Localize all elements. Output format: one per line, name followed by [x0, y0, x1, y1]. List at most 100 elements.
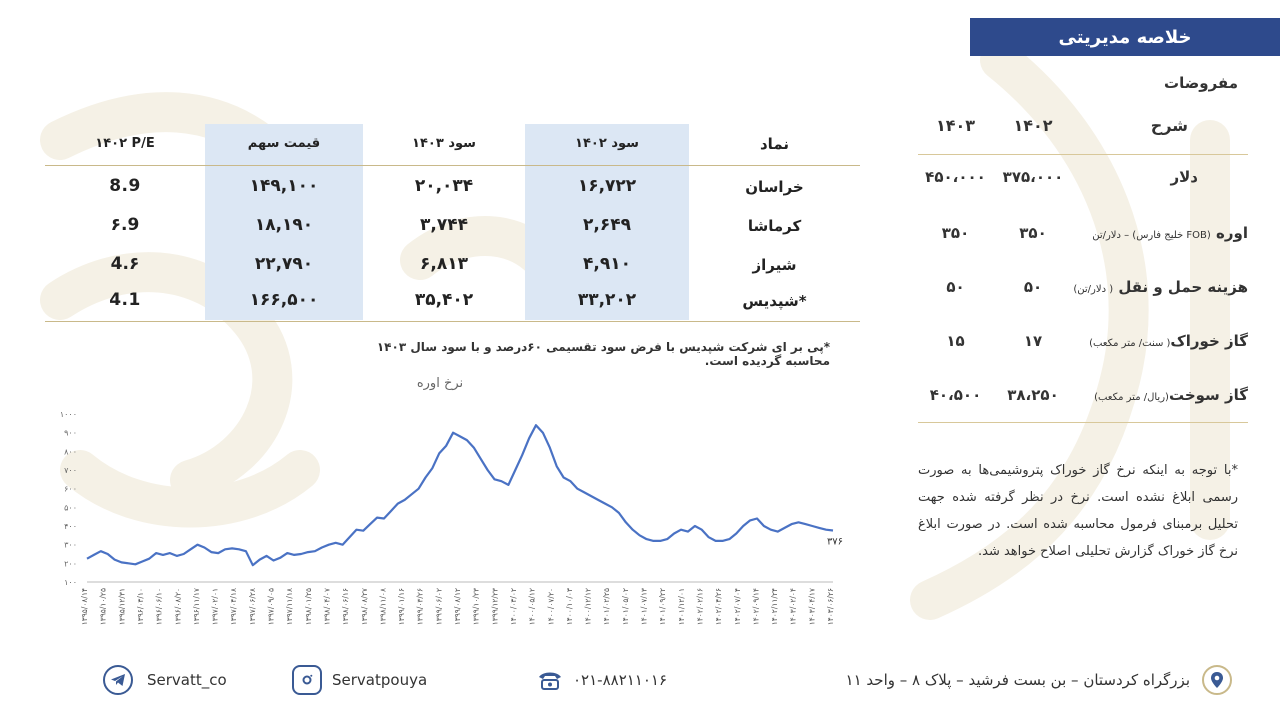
- value-1402: ۱۷: [1023, 332, 1043, 350]
- value-1402: ۵۰: [1023, 278, 1043, 296]
- y-tick-label: ۹۰۰: [64, 429, 77, 438]
- assumption-label: گاز خوراک: [1170, 332, 1248, 350]
- value-1402: ۳۸،۲۵۰: [1007, 386, 1059, 404]
- y-tick-label: ۷۰۰: [64, 466, 77, 475]
- y-tick-label: ۴۰۰: [64, 522, 77, 531]
- x-tick-label: ۱۴۰۲/۰۹/۱۴: [751, 588, 760, 625]
- value-1403: ۳۵۰: [941, 224, 970, 242]
- assumption-row: ۳۵۰ ۳۵۰ اوره (FOB خلیج فارس) – دلار/تن: [918, 224, 1248, 254]
- cell-profit1403: ۲۰,۰۳۴: [414, 176, 474, 196]
- cell-profit1403: ۳,۷۴۴: [420, 215, 468, 235]
- y-tick-label: ۶۰۰: [64, 485, 77, 494]
- cell-price: ۱۶۶,۵۰۰: [249, 290, 319, 310]
- x-tick-label: ۱۴۰۰/۰۷/۲۰: [546, 588, 555, 625]
- x-tick-label: ۱۴۰۳/۰۶/۲۶: [826, 588, 835, 625]
- value-1403: ۴۵۰،۰۰۰: [925, 168, 986, 186]
- footer-address: بزرگراه کردستان – بن بست فرشید – پلاک ۸ …: [846, 662, 1232, 698]
- x-tick-label: ۱۴۰۰/۱۲/۱۲: [584, 588, 593, 625]
- x-tick-label: ۱۴۰۳/۰۲/۰۴: [789, 588, 798, 625]
- assumption-desc: هزینه حمل و نقل ( دلار/تن): [1073, 278, 1248, 296]
- assumptions-table: ۱۴۰۳ ۱۴۰۲ شرح ۴۵۰،۰۰۰ ۳۷۵،۰۰۰ دلار ۳۵۰ ۳…: [918, 112, 1248, 432]
- cell-pe: 4.۶: [110, 254, 140, 274]
- assumption-row: ۴۰،۵۰۰ ۳۸،۲۵۰ گاز سوخت(ریال/ متر مکعب): [918, 386, 1248, 416]
- assumption-unit: ( سنت/ متر مکعب): [1089, 338, 1171, 349]
- x-tick-label: ۱۳۹۸/۰۱/۲۵: [304, 588, 313, 625]
- assumptions-note: *با توجه به اینکه نرخ گاز خوراک پتروشیمی…: [918, 463, 1238, 559]
- chart-title: نرخ اوره: [416, 376, 464, 391]
- x-tick-label: ۱۳۹۸/۰۶/۱۶: [341, 588, 350, 625]
- x-tick-label: ۱۴۰۱/۰۲/۲۵: [602, 588, 611, 625]
- x-tick-label: ۱۳۹۸/۰۸/۲۷: [360, 588, 369, 625]
- x-tick-label: ۱۳۹۹/۱۰/۲۳: [472, 588, 481, 625]
- value-1402: ۳۵۰: [1019, 224, 1047, 242]
- value-1403: ۵۰: [946, 278, 965, 296]
- location-pin-icon: [1202, 665, 1232, 695]
- x-tick-label: ۱۳۹۵/۱۰/۲۵: [99, 588, 108, 625]
- assumption-label: اوره: [1216, 224, 1248, 242]
- value-1403: ۱۵: [946, 332, 965, 350]
- assumptions-title: مفروضات: [1164, 74, 1238, 92]
- phone-number: ۰۲۱-۸۸۲۱۱۰۱۶: [573, 671, 668, 689]
- assumption-row: ۴۵۰،۰۰۰ ۳۷۵،۰۰۰ دلار: [918, 168, 1248, 198]
- instagram-icon: [292, 665, 322, 695]
- assumption-unit: (FOB خلیج فارس) – دلار/تن: [1092, 230, 1211, 241]
- cell-symbol: شیراز: [752, 256, 797, 274]
- x-tick-label: ۱۳۹۷/۱۱/۱۸: [285, 588, 294, 625]
- divider: [45, 165, 860, 166]
- cell-symbol: کرماشا: [747, 217, 802, 235]
- stocks-table: ۱۴۰۲ P/E قیمت سهم سود ۱۴۰۳ سود ۱۴۰۲ نماد…: [45, 124, 860, 324]
- x-tick-label: ۱۳۹۸/۰۴/۰۷: [322, 588, 331, 625]
- x-tick-label: ۱۴۰۳/۰۴/۱۷: [807, 588, 816, 625]
- assumption-unit: (ریال/ متر مکعب): [1094, 392, 1169, 403]
- x-tick-label: ۱۴۰۲/۰۴/۲۶: [714, 588, 723, 625]
- x-tick-label: ۱۳۹۷/۰۲/۰۱: [211, 588, 220, 625]
- footer-instagram[interactable]: Servatpouya: [292, 662, 427, 698]
- stocks-note: *پی بر ای شرکت شپدیس با فرض سود تقسیمی ۶…: [376, 340, 830, 368]
- y-tick-label: ۳۰۰: [64, 541, 77, 550]
- header-profit1402: سود ۱۴۰۲: [575, 136, 639, 151]
- cell-price: ۱۴۹,۱۰۰: [249, 176, 319, 196]
- x-tick-label: ۱۴۰۲/۰۲/۱۶: [695, 588, 704, 625]
- y-tick-label: ۲۰۰: [64, 559, 77, 568]
- value-1403: ۴۰،۵۰۰: [929, 386, 982, 404]
- footer-telegram[interactable]: Servatt_co: [103, 662, 227, 698]
- header-pe: ۱۴۰۲ P/E: [95, 136, 155, 151]
- divider: [45, 321, 860, 322]
- urea-price-series-line: [86, 424, 834, 567]
- assumption-unit: ( دلار/تن): [1073, 284, 1114, 295]
- y-tick-label: ۱۰۰۰: [60, 410, 77, 419]
- cell-pe: 4.1: [109, 290, 141, 310]
- x-tick-label: ۱۴۰۲/۰۷/۰۴: [733, 588, 742, 625]
- y-tick-label: ۵۰۰: [64, 503, 77, 512]
- x-tick-label: ۱۳۹۹/۰۸/۱۲: [453, 588, 462, 625]
- x-tick-label: ۱۳۹۹/۱۲/۲۳: [490, 588, 499, 625]
- x-tick-label: ۱۴۰۱/۰۹/۲۲: [658, 588, 667, 625]
- y-tick-label: ۸۰۰: [64, 447, 77, 456]
- header-profit1403: سود ۱۴۰۳: [412, 136, 476, 151]
- x-tick-label: ۱۳۹۶/۰۸/۲۰: [173, 588, 182, 625]
- assumption-label: گاز سوخت: [1168, 386, 1248, 404]
- telegram-icon: [103, 665, 133, 695]
- footer-phone[interactable]: ۰۲۱-۸۸۲۱۱۰۱۶: [535, 662, 667, 698]
- assumption-label: هزینه حمل و نقل: [1118, 278, 1248, 296]
- phone-icon: [535, 665, 565, 695]
- cell-price: ۲۲,۷۹۰: [254, 254, 314, 274]
- assumption-row: ۵۰ ۵۰ هزینه حمل و نقل ( دلار/تن): [918, 278, 1248, 308]
- assumption-desc: دلار: [1170, 168, 1198, 186]
- x-tick-label: ۱۳۹۵/۱۲/۳۱: [117, 588, 126, 625]
- assumptions-head-1403: ۱۴۰۳: [935, 116, 976, 135]
- instagram-handle: Servatpouya: [332, 671, 428, 689]
- x-tick-label: ۱۳۹۹/۰۱/۱۶: [397, 588, 406, 625]
- last-value-label: ۳۷۶: [827, 536, 843, 547]
- telegram-handle: Servatt_co: [147, 671, 227, 689]
- x-tick-label: ۱۳۹۶/۱۱/۱۷: [192, 588, 201, 625]
- cell-profit1402: ۳۳,۲۰۲: [577, 290, 637, 310]
- assumption-row: ۱۵ ۱۷ گاز خوراک( سنت/ متر مکعب): [918, 332, 1248, 362]
- address-text: بزرگراه کردستان – بن بست فرشید – پلاک ۸ …: [845, 671, 1190, 689]
- cell-profit1402: ۴,۹۱۰: [583, 254, 631, 274]
- x-tick-label: ۱۳۹۹/۰۶/۰۲: [434, 588, 443, 625]
- x-tick-label: ۱۴۰۱/۱۲/۰۱: [677, 588, 686, 625]
- urea-price-chart: ۱۰۰ ۲۰۰ ۳۰۰ ۴۰۰ ۵۰۰ ۶۰۰ ۷۰۰ ۸۰۰ ۹۰۰ ۱۰۰۰ ۱۳۹۵/۰۸/۱…: [60, 410, 843, 625]
- divider: [918, 422, 1248, 423]
- x-tick-label: ۱۴۰۲/۱۱/۲۴: [770, 588, 779, 625]
